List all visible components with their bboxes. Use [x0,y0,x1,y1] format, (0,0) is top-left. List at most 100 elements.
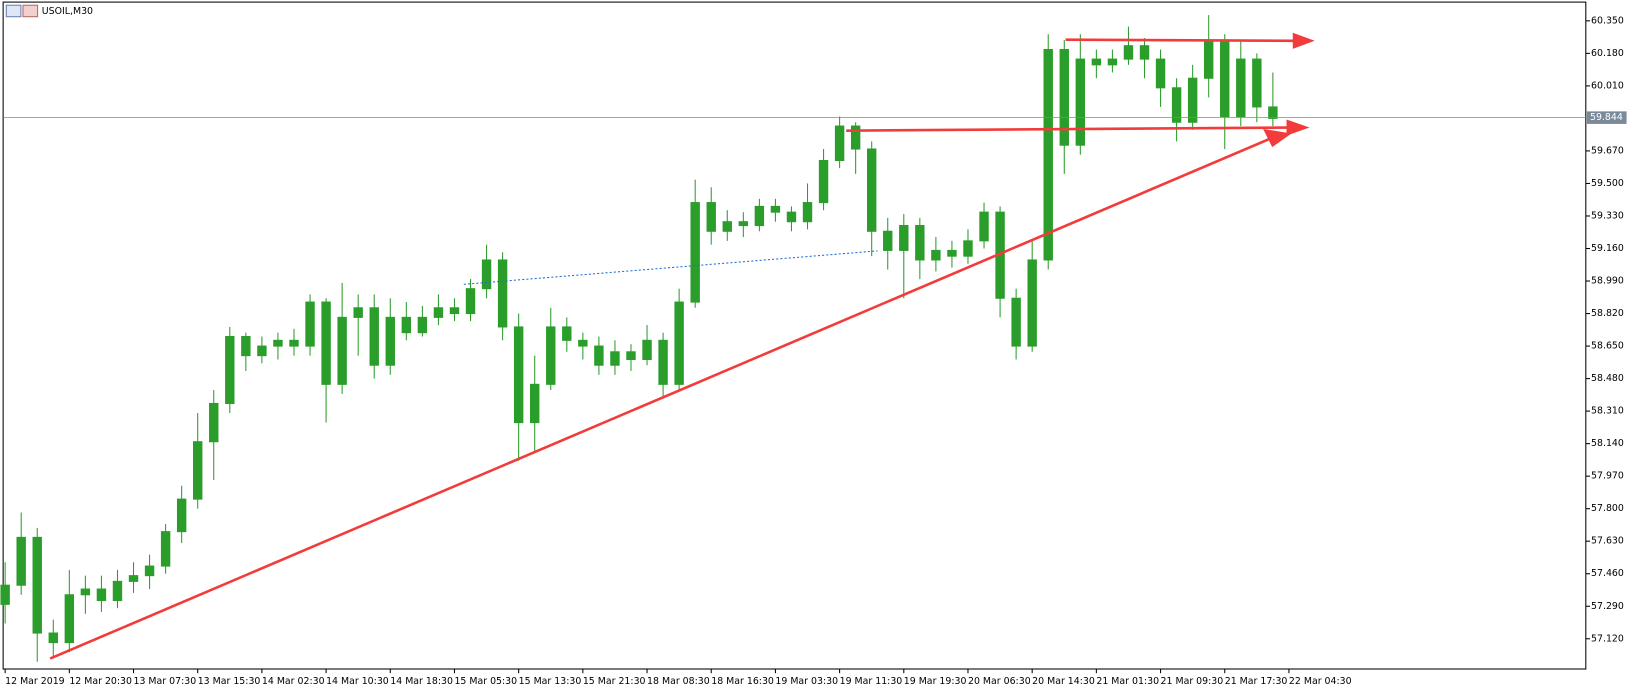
x-tick-label: 12 Mar 2019 [5,676,65,687]
x-tick-label: 12 Mar 20:30 [69,676,132,687]
candle-body [80,588,91,596]
candle-body [32,536,42,634]
y-tick-label: 59.670 [1591,145,1624,156]
candle-body [0,584,10,605]
candle-body [658,339,668,385]
y-tick-label: 59.500 [1591,178,1624,189]
candle-body [899,225,909,251]
y-tick-label: 57.120 [1591,633,1624,644]
candle-body [417,316,428,334]
y-tick-label: 58.820 [1591,308,1624,319]
candle-body [225,335,235,404]
y-tick-label: 58.650 [1591,341,1624,352]
candle-body [321,301,331,385]
candle-body [883,230,893,251]
x-tick-label: 14 Mar 02:30 [262,676,325,687]
candle-body [193,441,203,500]
candle-body [1155,58,1166,89]
arrow-head [1292,32,1315,49]
candle-body [1043,49,1053,261]
candle-body [305,301,315,347]
candle-body [1075,58,1086,146]
y-tick-label: 60.180 [1591,48,1624,59]
x-tick-label: 13 Mar 07:30 [134,676,197,687]
candle-body [1059,49,1069,146]
arrow-head [1286,119,1310,136]
candle-body [1252,58,1262,108]
y-tick-label: 57.290 [1591,601,1624,612]
candle-body [834,125,845,162]
y-tick-label: 57.800 [1591,503,1624,514]
candle-body [176,498,187,533]
candle-body [754,205,765,227]
chart-title: USOIL,M30 [42,6,93,17]
candle-body [562,326,572,341]
candle-body [818,159,829,204]
candle-body [1027,259,1037,347]
candle-body [449,307,460,315]
x-tick-label: 19 Mar 11:30 [840,676,903,687]
candle-body [1139,45,1150,60]
candle-body [1220,39,1230,118]
x-tick-label: 19 Mar 19:30 [904,676,967,687]
x-tick-label: 15 Mar 21:30 [583,676,646,687]
y-tick-label: 59.330 [1591,210,1624,221]
y-tick-label: 58.480 [1591,373,1624,384]
x-tick-label: 20 Mar 06:30 [968,676,1031,687]
candle-body [594,345,604,366]
candle-body [963,240,973,257]
candle-body [626,351,636,360]
candle-body [273,339,283,347]
y-tick-label: 58.990 [1591,276,1624,287]
candle-body [144,565,155,577]
candle-body [1236,58,1246,118]
annotations [49,32,1315,660]
candle-body [257,345,267,357]
candle-body [1123,45,1134,60]
candle-body [786,211,797,223]
y-tick-label: 59.160 [1591,243,1624,254]
x-tick-label: 15 Mar 05:30 [454,676,517,687]
candle-body [866,148,877,232]
candle-body [369,307,379,366]
y-tick-label: 60.350 [1591,15,1624,26]
candle-body [706,202,716,232]
symbol-icon [5,4,39,18]
candle-body [16,536,26,586]
marks [0,15,1278,662]
candle-body [738,221,749,227]
candle-body [578,339,588,347]
candle-body [209,402,219,443]
x-tick-label: 21 Mar 01:30 [1096,676,1159,687]
last-price-box [1586,111,1627,124]
arrow-head [1263,128,1292,148]
candle-body [1011,297,1021,347]
x-tick-label: 21 Mar 17:30 [1225,676,1288,687]
candle-body [1091,58,1102,66]
candle-body [1171,87,1182,123]
candle-body [915,225,925,261]
x-tick-label: 18 Mar 08:30 [647,676,710,687]
candle-body [947,249,957,257]
candle-body [160,531,171,567]
x-tick-label: 13 Mar 15:30 [198,676,261,687]
candle-body [690,202,700,303]
candle-body [802,202,813,223]
candle-body [337,316,347,385]
candle-body [850,125,861,150]
candle-body [770,205,781,213]
candle-body [513,326,524,424]
candle-body [1203,39,1214,79]
x-tick-label: 18 Mar 16:30 [711,676,774,687]
candle-body [979,211,989,242]
y-tick-label: 60.010 [1591,80,1624,91]
candle-body [642,339,652,360]
candle-body [931,249,941,261]
candle-body [385,316,395,366]
y-tick-label: 57.460 [1591,568,1624,579]
candle-body [674,301,684,385]
candle-body [497,259,508,328]
candle-body [1187,77,1198,123]
